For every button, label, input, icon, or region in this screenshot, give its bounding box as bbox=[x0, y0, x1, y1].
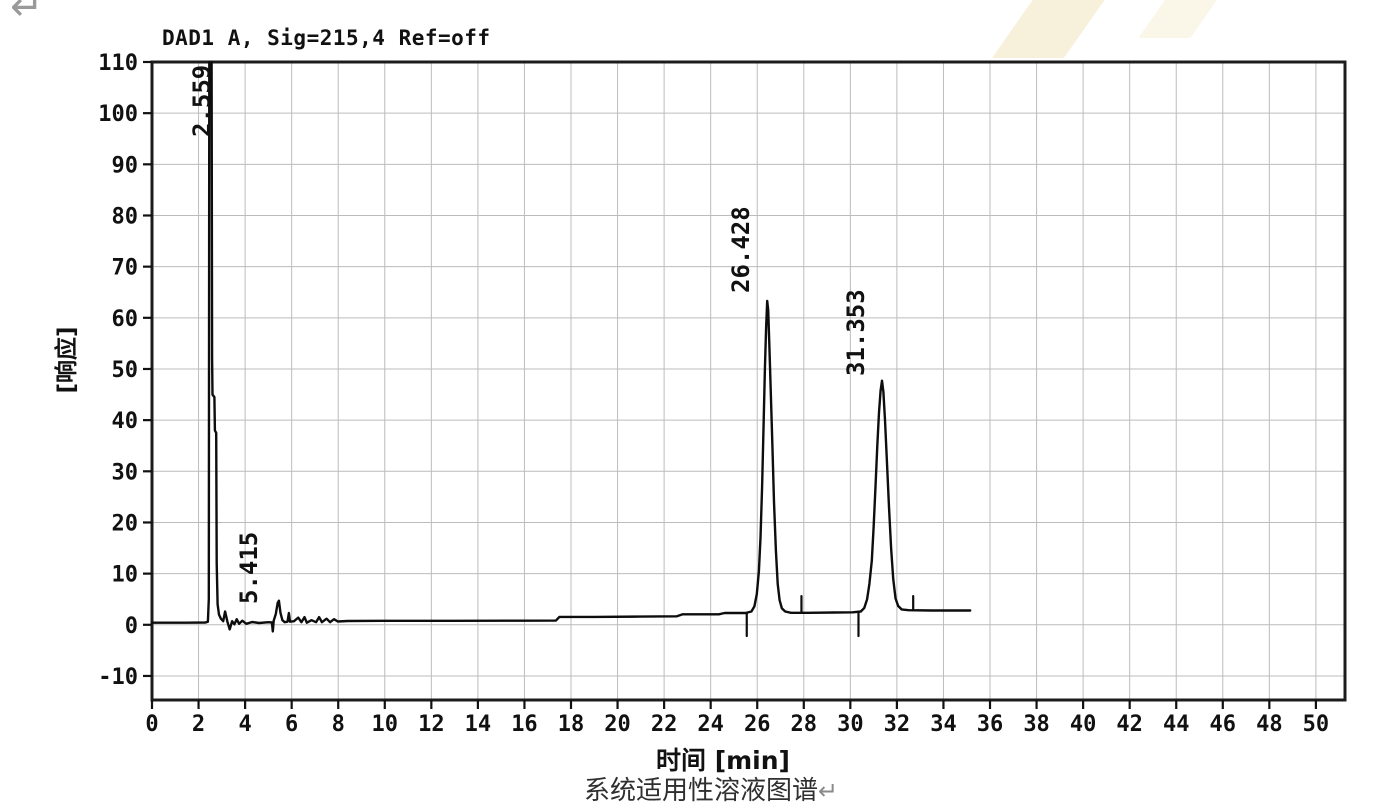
figure-caption: 系统适用性溶液图谱↵ bbox=[584, 770, 838, 807]
return-mark-icon: ↵ bbox=[10, 0, 44, 30]
svg-text:80: 80 bbox=[112, 204, 139, 229]
svg-text:42: 42 bbox=[1116, 712, 1143, 737]
svg-text:40: 40 bbox=[112, 409, 139, 434]
svg-text:18: 18 bbox=[558, 712, 585, 737]
peak-label-3: 26.428 bbox=[727, 206, 755, 293]
svg-text:110: 110 bbox=[98, 51, 138, 76]
peak-label-1: 2.559 bbox=[188, 64, 216, 137]
svg-text:28: 28 bbox=[791, 712, 818, 737]
svg-text:0: 0 bbox=[145, 712, 158, 737]
svg-text:8: 8 bbox=[332, 712, 345, 737]
svg-text:12: 12 bbox=[418, 712, 445, 737]
signal-title: DAD1 A, Sig=215,4 Ref=off bbox=[162, 26, 491, 50]
svg-text:46: 46 bbox=[1210, 712, 1237, 737]
x-axis-label: 时间 [min] bbox=[656, 746, 790, 775]
svg-text:34: 34 bbox=[930, 712, 957, 737]
svg-text:2: 2 bbox=[192, 712, 205, 737]
svg-text:0: 0 bbox=[125, 614, 138, 639]
svg-text:10: 10 bbox=[112, 563, 139, 588]
svg-text:24: 24 bbox=[697, 712, 724, 737]
svg-text:44: 44 bbox=[1163, 712, 1190, 737]
svg-text:90: 90 bbox=[112, 153, 139, 178]
svg-text:100: 100 bbox=[98, 102, 138, 127]
svg-text:30: 30 bbox=[112, 460, 139, 485]
svg-text:6: 6 bbox=[285, 712, 298, 737]
svg-text:32: 32 bbox=[884, 712, 911, 737]
svg-text:4: 4 bbox=[238, 712, 251, 737]
svg-text:50: 50 bbox=[1303, 712, 1330, 737]
svg-text:48: 48 bbox=[1256, 712, 1283, 737]
svg-text:26: 26 bbox=[744, 712, 771, 737]
peak-label-2: 5.415 bbox=[235, 531, 263, 604]
svg-text:36: 36 bbox=[977, 712, 1004, 737]
svg-text:50: 50 bbox=[112, 358, 139, 383]
caption-text: 系统适用性溶液图谱 bbox=[583, 776, 818, 806]
svg-text:10: 10 bbox=[372, 712, 399, 737]
svg-text:16: 16 bbox=[511, 712, 538, 737]
svg-text:30: 30 bbox=[837, 712, 864, 737]
svg-text:38: 38 bbox=[1023, 712, 1050, 737]
y-axis-label: [响应] bbox=[54, 326, 80, 394]
svg-text:14: 14 bbox=[465, 712, 492, 737]
svg-text:20: 20 bbox=[112, 511, 139, 536]
peak-label-4: 31.353 bbox=[842, 289, 870, 376]
svg-text:22: 22 bbox=[651, 712, 678, 737]
svg-text:20: 20 bbox=[604, 712, 631, 737]
svg-text:40: 40 bbox=[1070, 712, 1097, 737]
svg-text:-10: -10 bbox=[98, 665, 138, 690]
svg-text:60: 60 bbox=[112, 307, 139, 332]
caption-return-mark-icon: ↵ bbox=[817, 777, 839, 805]
svg-text:70: 70 bbox=[112, 256, 139, 281]
